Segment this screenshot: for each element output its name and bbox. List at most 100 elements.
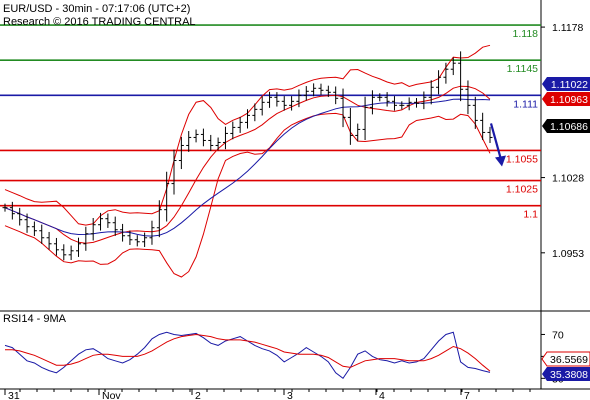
price-tick-label: 1.1028: [552, 173, 584, 185]
price-tag: 35.3808: [542, 367, 590, 381]
price-bar: [178, 136, 184, 170]
price-bar: [53, 237, 59, 256]
rsi-ma-line: [5, 333, 491, 372]
price-tag-label: 1.10963: [550, 94, 588, 106]
price-bar: [399, 101, 405, 110]
level-label: 1.1055: [506, 153, 538, 165]
price-bar: [318, 83, 324, 95]
price-bar: [98, 212, 104, 231]
price-tag: 1.10686: [542, 119, 590, 133]
price-bar: [347, 107, 353, 145]
price-bar: [267, 91, 273, 108]
time-tick-label: 3: [287, 390, 293, 400]
time-tick-label: 4: [379, 390, 385, 400]
price-bar: [222, 126, 228, 150]
price-bar: [237, 116, 243, 133]
price-tick-label: 1.0953: [552, 248, 584, 260]
rsi-title: RSI14 - 9MA: [3, 313, 67, 325]
price-tag-label: 1.10686: [550, 121, 588, 133]
level-label: 1.1025: [506, 184, 538, 196]
price-bar: [171, 149, 177, 195]
price-bar: [83, 226, 89, 251]
price-bar: [443, 62, 449, 84]
price-bar: [39, 224, 45, 244]
projection-arrow: [489, 123, 506, 167]
price-bar: [377, 93, 383, 102]
price-tag-label: 35.3808: [550, 369, 588, 381]
price-bar: [90, 218, 96, 241]
price-bar: [105, 213, 111, 228]
time-tick-label: 2: [195, 390, 201, 400]
level-label: 1.118: [513, 28, 539, 40]
price-bar: [384, 92, 390, 107]
price-bar: [325, 85, 331, 97]
price-bar: [311, 83, 317, 97]
price-bar: [362, 96, 368, 141]
price-bar: [193, 129, 199, 143]
price-bar: [149, 220, 155, 245]
price-bar: [259, 96, 265, 116]
price-tag-label: 36.5569: [550, 354, 588, 366]
price-bar: [436, 70, 442, 95]
price-bar: [421, 91, 427, 110]
price-tag: 36.5569: [541, 351, 590, 367]
price-bar: [112, 216, 118, 236]
price-bar: [274, 92, 280, 107]
price-bar: [120, 223, 126, 242]
price-bar: [414, 98, 420, 108]
price-bar: [230, 121, 236, 140]
price-tag: 1.11022: [542, 77, 590, 91]
price-bar: [68, 245, 74, 261]
price-bars: [2, 51, 493, 261]
price-bar: [215, 137, 221, 151]
level-label: 1.111: [513, 98, 538, 110]
price-axis: 1.1178 1.1028 1.0953: [541, 22, 584, 260]
time-axis: 31 Nov 2 3 4 7: [4, 389, 531, 400]
price-bar: [487, 126, 493, 143]
price-bar: [480, 112, 486, 141]
price-bar: [281, 96, 287, 111]
price-bar: [208, 134, 214, 151]
price-bar: [134, 235, 140, 247]
chart-title: EUR/USD - 30min - 07:17:06 (UTC+2): [3, 3, 190, 15]
price-bar: [450, 57, 456, 76]
price-bar: [200, 128, 206, 147]
lower-band: [4, 112, 491, 278]
price-bar: [340, 88, 346, 128]
price-bar: [75, 237, 81, 257]
price-tick-label: 1.1178: [552, 22, 583, 34]
price-bar: [9, 201, 15, 220]
price-bar: [252, 103, 258, 122]
price-tag-label: 1.11022: [551, 79, 588, 91]
price-bar: [245, 109, 250, 129]
price-bar: [61, 244, 67, 261]
price-tags: 1.11022 1.10963 1.10686 36.5569 35.3808: [541, 77, 590, 381]
price-bar: [406, 97, 412, 111]
time-tick-label: 31: [8, 390, 20, 400]
price-bar: [333, 86, 339, 105]
level-label: 1.1: [523, 209, 538, 221]
price-bar: [164, 171, 170, 222]
level-label: 1.1145: [507, 63, 538, 75]
price-bar: [458, 51, 464, 102]
price-bar: [156, 200, 162, 238]
price-bar: [428, 80, 434, 105]
price-bar: [355, 123, 361, 142]
projection-arrowhead: [495, 155, 506, 167]
projection-line: [489, 123, 503, 160]
price-bar: [142, 232, 148, 247]
chart-copyright: Research © 2016 TRADING CENTRAL: [3, 16, 196, 28]
price-bar: [289, 96, 295, 111]
rsi-tick-label: 70: [552, 329, 564, 341]
price-bar: [31, 221, 37, 236]
price-bar: [2, 203, 8, 212]
price-bar: [472, 96, 478, 129]
price-bar: [127, 230, 133, 245]
level-lines: 1.118 1.1145 1.111 1.1055 1.1025 1.1: [0, 24, 541, 221]
price-bar: [296, 89, 302, 108]
price-bar: [24, 213, 30, 233]
time-tick-label: Nov: [102, 390, 121, 400]
price-bar: [465, 80, 471, 115]
price-bar: [369, 90, 375, 115]
